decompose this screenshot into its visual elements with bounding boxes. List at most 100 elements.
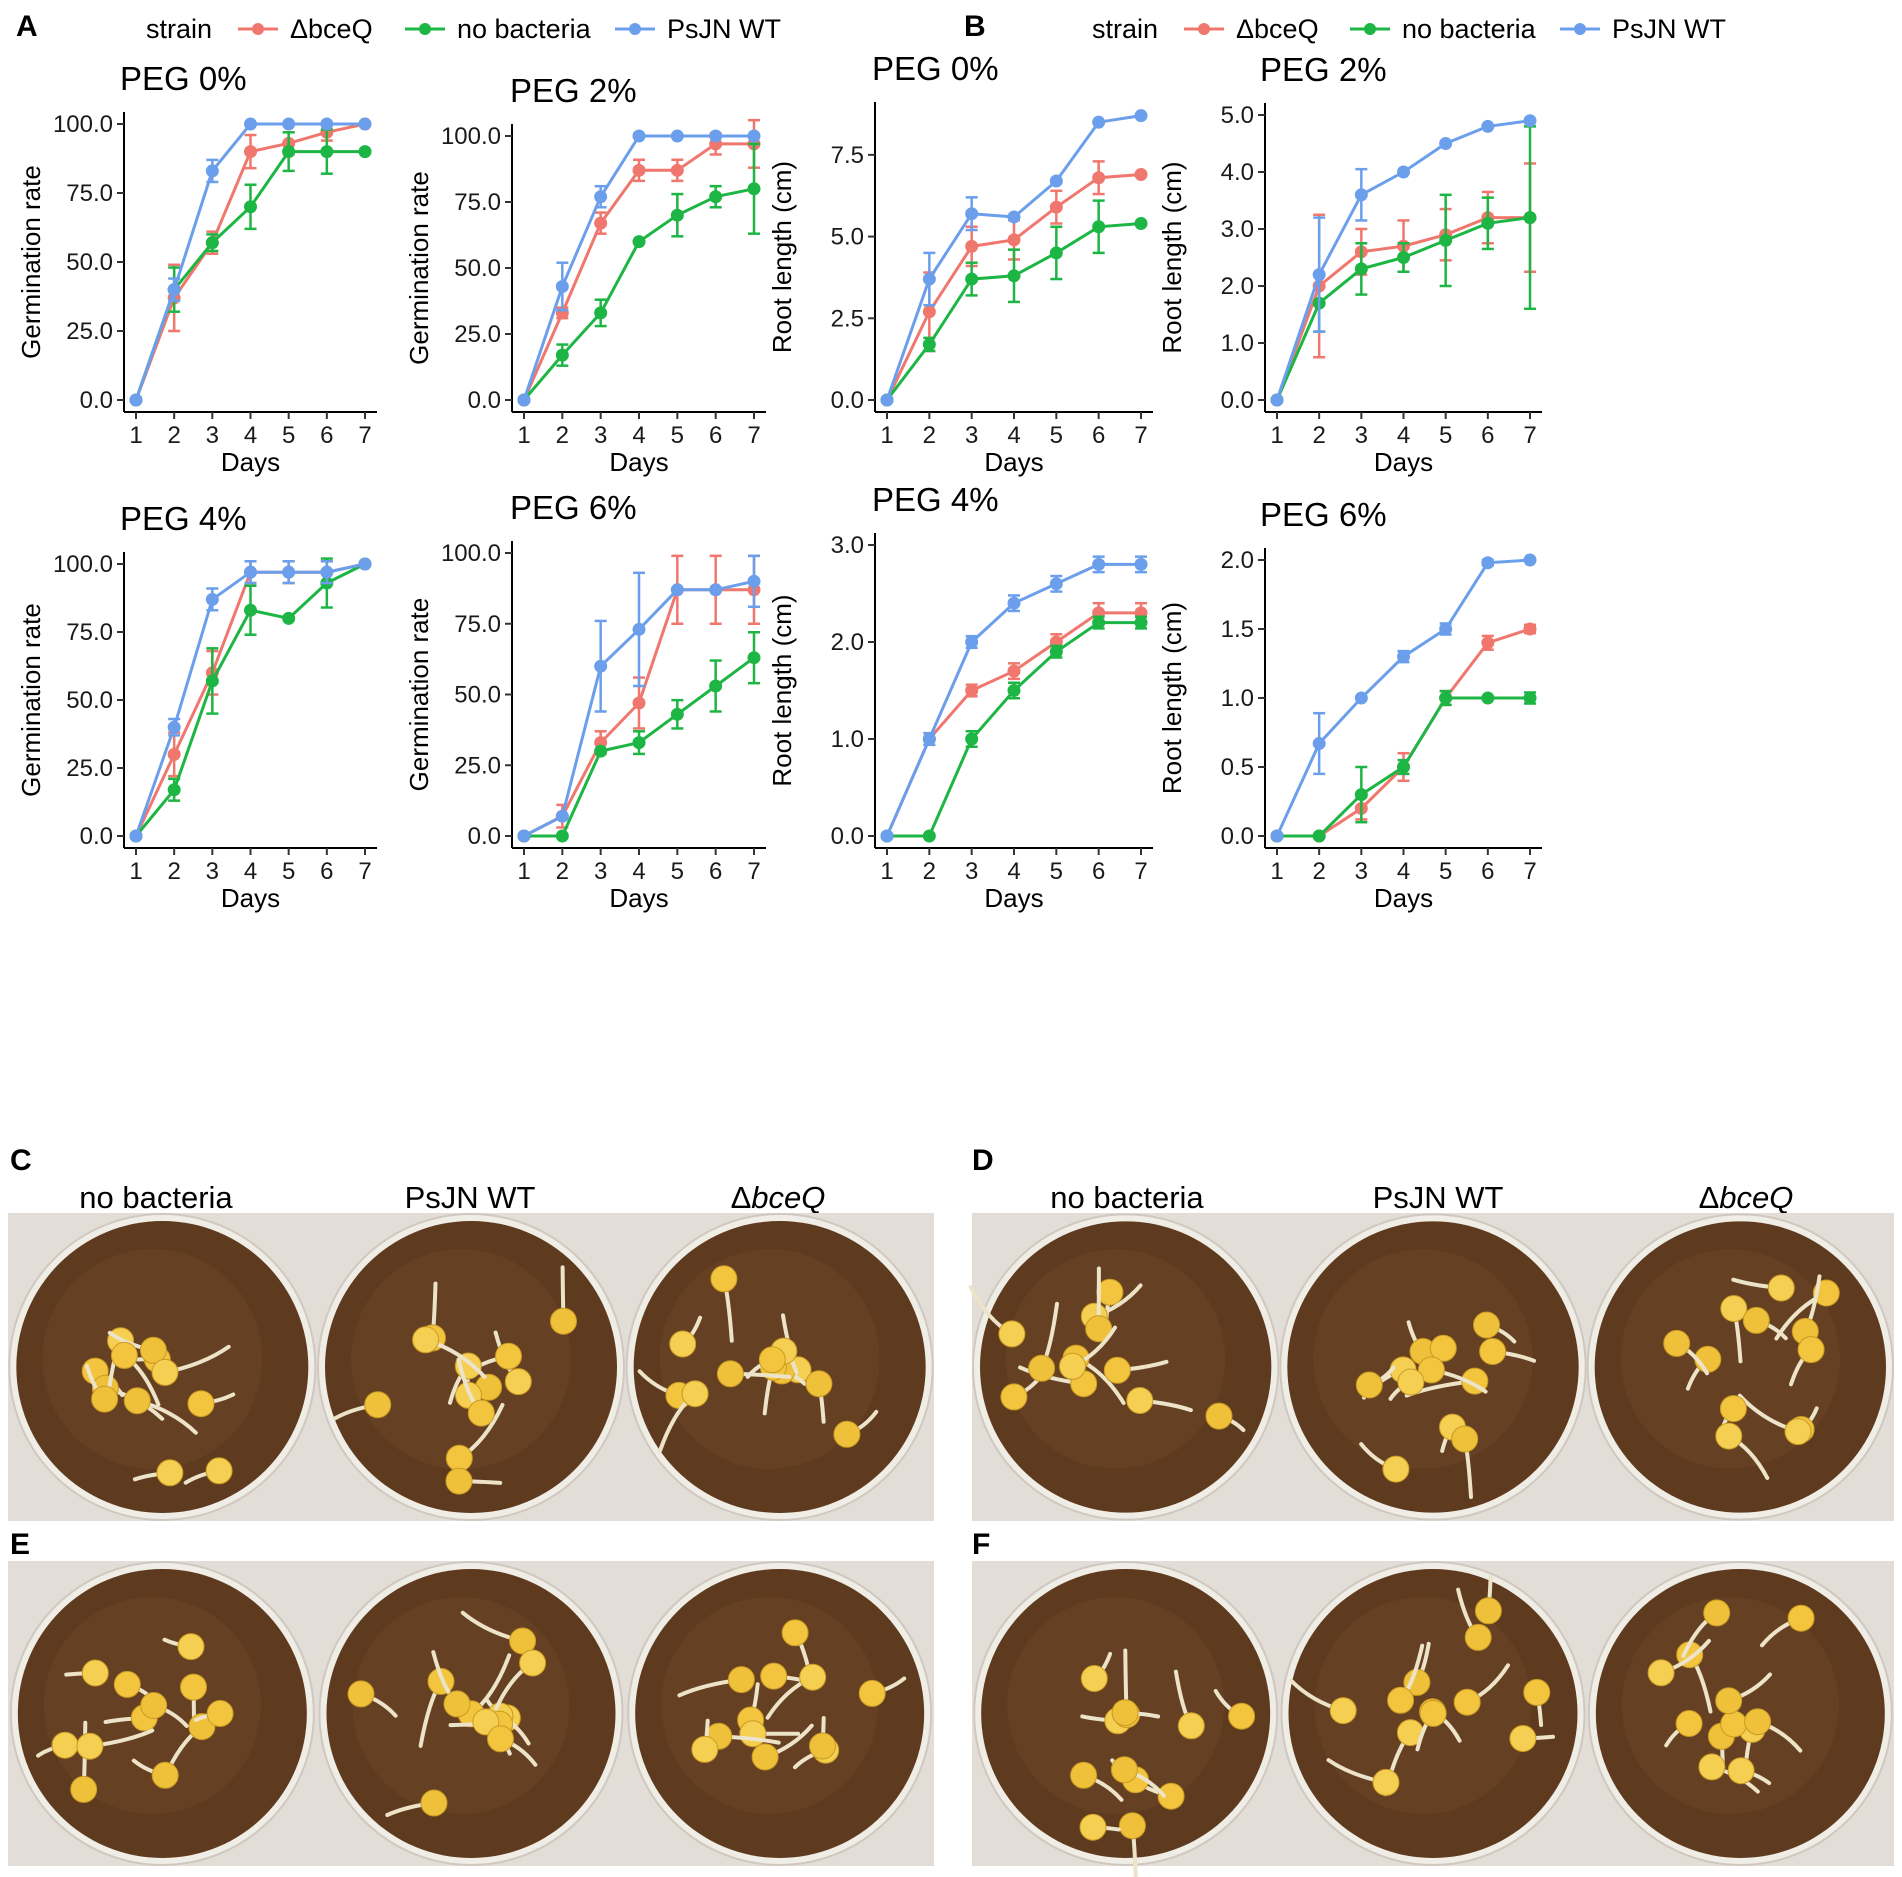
data-point: [1007, 664, 1021, 678]
series-psjn-wt: [880, 109, 1148, 407]
panel-letter-f: F: [972, 1528, 990, 1561]
pea-seed: [1070, 1761, 1098, 1789]
legend-a: strain ΔbceQ no bacteria PsJN WT: [146, 14, 781, 44]
data-point: [1312, 268, 1326, 282]
data-point: [1397, 760, 1410, 774]
chart-title: PEG 0%: [120, 60, 247, 97]
pea-seed: [504, 1368, 532, 1396]
x-tick-label: 2: [556, 422, 569, 449]
data-point: [747, 129, 761, 143]
y-tick-label: 5.0: [831, 224, 864, 251]
data-point: [632, 696, 646, 710]
y-axis-label: Germination rate: [404, 171, 434, 365]
pea-seed: [1675, 1710, 1703, 1737]
y-tick-label: 0.5: [1221, 754, 1254, 781]
data-point: [282, 611, 296, 625]
y-tick-label: 4.0: [1221, 159, 1254, 186]
data-point: [670, 707, 684, 721]
data-point: [632, 163, 646, 177]
data-point: [129, 393, 143, 407]
x-tick-label: 5: [671, 858, 684, 885]
data-point: [1523, 114, 1537, 128]
data-point: [1092, 557, 1106, 571]
data-point: [1007, 269, 1021, 283]
pea-seed: [1698, 1753, 1726, 1781]
panel-letter-a: A: [16, 10, 38, 43]
x-tick-label: 6: [1092, 422, 1105, 449]
legend-marker-no-bacteria: [419, 23, 431, 35]
pea-seed: [205, 1457, 233, 1485]
x-tick-label: 6: [709, 858, 722, 885]
x-tick-label: 7: [358, 422, 371, 449]
data-point: [632, 129, 646, 143]
legend-marker-no-bacteria: [1364, 23, 1376, 35]
data-point: [632, 235, 646, 249]
pea-seed: [1473, 1311, 1500, 1339]
pea-seed: [691, 1735, 719, 1763]
pea-seed: [81, 1659, 109, 1687]
x-tick-label: 2: [923, 858, 936, 885]
pea-seed: [420, 1789, 448, 1817]
pea-seed: [1742, 1306, 1770, 1334]
data-point: [1312, 829, 1326, 843]
photo-label-bceq: ΔbceQ: [1699, 1180, 1794, 1215]
pea-seed: [1453, 1688, 1481, 1716]
y-tick-label: 50.0: [454, 682, 501, 709]
pea-seed: [1000, 1383, 1028, 1411]
chart-title: PEG 6%: [1260, 496, 1387, 533]
y-tick-label: 0.0: [831, 387, 864, 414]
x-tick-label: 6: [709, 422, 722, 449]
pea-seed: [1103, 1356, 1131, 1384]
pea-seed: [998, 1320, 1026, 1348]
pea-seed: [739, 1720, 767, 1748]
series-no-bacteria: [129, 557, 372, 843]
x-tick-label: 5: [1050, 422, 1063, 449]
photo-panel: [8, 1561, 934, 1866]
data-point: [167, 747, 181, 761]
series-delta-bceq: [129, 117, 372, 407]
chart-a-peg-0-: PEG 0% 0.0 25.0 50.0 75.0 100.0 1 2 3 4 5 6 7 Days Ger…: [16, 60, 377, 477]
pea-seed: [1523, 1678, 1551, 1706]
pea-seed: [70, 1775, 98, 1803]
data-point: [167, 283, 181, 297]
pea-seed: [1382, 1455, 1410, 1483]
data-point: [670, 208, 684, 222]
series-delta-bceq: [1270, 162, 1537, 407]
data-point: [747, 574, 761, 588]
x-tick-label: 5: [282, 858, 295, 885]
data-point: [244, 145, 257, 159]
data-point: [320, 145, 334, 159]
x-tick-label: 3: [206, 858, 219, 885]
photo-label-delta: Δ: [731, 1180, 752, 1215]
y-tick-label: 25.0: [454, 321, 501, 348]
data-point: [1007, 596, 1021, 610]
x-tick-label: 2: [1312, 422, 1325, 449]
x-axis-label: Days: [221, 883, 280, 913]
series-psjn-wt: [517, 554, 761, 843]
series-no-bacteria: [880, 615, 1148, 843]
x-axis-label: Days: [221, 447, 280, 477]
data-point: [922, 305, 936, 319]
data-point: [1270, 393, 1284, 407]
pea-seed: [727, 1666, 755, 1694]
y-tick-label: 7.5: [831, 142, 864, 169]
pea-seed: [1715, 1422, 1743, 1450]
pea-seed: [1787, 1604, 1815, 1632]
x-tick-label: 6: [1092, 858, 1105, 885]
y-tick-label: 5.0: [1221, 102, 1254, 129]
x-tick-label: 6: [1481, 858, 1494, 885]
pea-seed: [1372, 1768, 1400, 1796]
pea-seed: [1797, 1336, 1825, 1364]
data-point: [1134, 557, 1148, 571]
pea-seed: [467, 1399, 495, 1427]
data-point: [594, 306, 608, 320]
data-point: [555, 809, 569, 823]
pea-seed: [519, 1649, 547, 1677]
x-axis-label: Days: [984, 883, 1043, 913]
pea-seed: [151, 1761, 179, 1789]
data-point: [1397, 650, 1410, 664]
data-point: [632, 736, 646, 750]
data-point: [1354, 262, 1368, 276]
data-point: [555, 348, 569, 362]
